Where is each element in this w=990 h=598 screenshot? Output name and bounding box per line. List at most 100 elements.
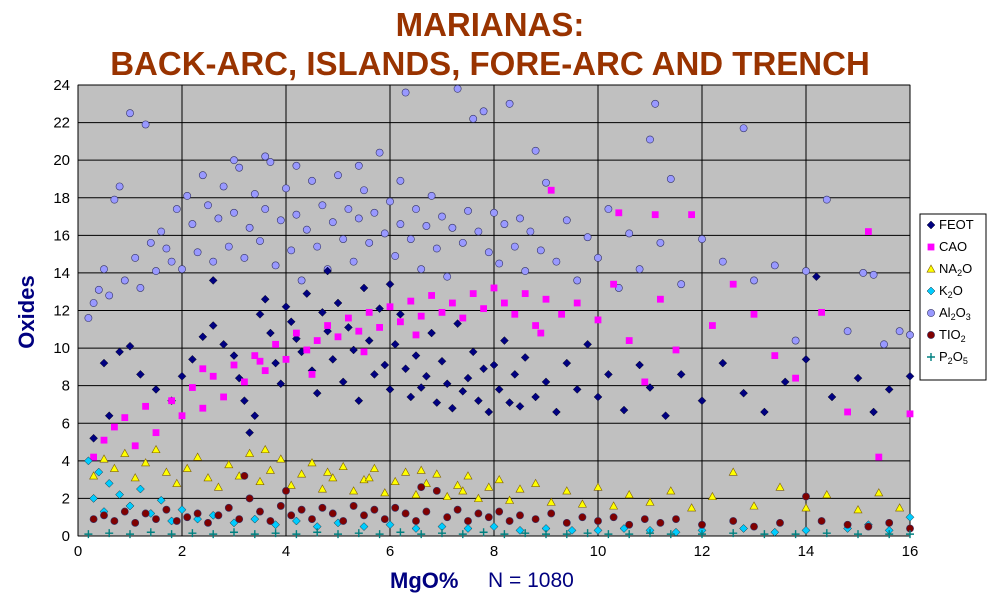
cao-point-3 [121,414,129,422]
feot-point-85 [780,377,790,387]
al2o3-point-121 [396,176,405,185]
feot-point-1 [115,347,124,357]
p2o5-point-17 [438,529,446,538]
tio2-point-33 [432,486,441,495]
na2o-point-43 [546,497,556,506]
cao-point-10 [199,404,207,412]
cao-point-63 [547,186,555,194]
feot-point-55 [458,387,468,396]
na2o-point-61 [260,444,270,454]
na2o-point-17 [265,465,275,474]
al2o3-point-32 [250,190,259,198]
legend-item-al2o3: Al2O3 [927,305,971,322]
cao-point-4 [131,442,139,450]
al2o3-point-104 [718,257,727,266]
tio2-point-58 [843,520,852,529]
cao-point-66 [256,357,264,365]
al2o3-point-56 [375,148,384,157]
cao-point-2 [111,423,118,431]
legend-item-feot: FEOT [926,217,974,232]
k2o-point-39 [89,494,98,503]
al2o3-point-82 [510,242,519,251]
chart-title-line-2: BACK-ARC, ISLANDS, FORE-ARC AND TRENCH [110,45,870,82]
cao-point-35 [459,314,467,322]
na2o-point-7 [161,467,171,476]
na2o-point-36 [463,471,473,480]
al2o3-point-24 [209,257,218,266]
na2o-point-22 [317,484,327,493]
cao-point-60 [865,228,872,235]
tio2-point-10 [193,509,202,518]
feot-point-67 [520,353,530,362]
feot-point-90 [869,407,878,417]
x-tick-label-8: 16 [902,543,919,560]
al2o3-point-97 [635,265,644,274]
feot-point-44 [401,364,410,374]
feot-point-57 [468,347,478,357]
cao-point-52 [688,211,695,219]
feot-point-88 [827,392,837,402]
cao-point-34 [449,299,456,307]
na2o-point-47 [609,501,619,510]
na2o-point-20 [297,469,307,478]
feot-point-9 [208,321,218,330]
legend-marker-cao [927,243,935,251]
al2o3-point-112 [859,269,868,277]
na2o-point-4 [130,473,140,482]
feot-point-83 [739,388,748,398]
al2o3-point-65 [422,222,431,230]
y-tick-label-5: 10 [53,340,70,357]
al2o3-point-116 [906,331,914,339]
tio2-point-34 [443,513,452,522]
al2o3-point-77 [484,248,493,257]
cao-point-41 [521,290,529,297]
x-tick-label-1: 2 [178,543,186,560]
tio2-point-43 [547,509,556,518]
tio2-point-57 [817,517,826,525]
cao-point-29 [397,318,404,326]
series-p2o5 [84,528,914,539]
feot-point-51 [437,356,447,366]
al2o3-point-43 [308,176,316,185]
feot-point-92 [905,371,915,381]
p2o5-point-25 [604,530,613,539]
na2o-point-13 [224,459,234,469]
feot-point-72 [572,385,582,394]
y-tick-label-2: 4 [62,453,70,470]
cao-point-31 [417,312,425,320]
al2o3-point-11 [141,120,150,129]
tio2-point-42 [531,515,540,523]
tio2-point-12 [214,511,223,520]
feot-point-89 [853,373,863,383]
tio2-point-5 [141,509,150,518]
na2o-point-52 [707,491,717,501]
feot-point-38 [370,370,379,379]
k2o-point-10 [193,514,202,524]
na2o-point-57 [822,490,832,499]
al2o3-point-17 [172,205,181,213]
k2o-point-20 [411,524,421,533]
feot-point-46 [411,351,421,360]
x-axis-label: MgO% [390,568,458,593]
feot-point-82 [718,358,728,368]
al2o3-point-3 [100,265,108,274]
y-tick-label-10: 20 [53,152,70,169]
cao-point-21 [313,337,321,344]
feot-point-32 [338,377,348,387]
cao-point-26 [365,308,373,316]
feot-point-16 [255,309,265,319]
na2o-point-51 [687,503,697,512]
tio2-point-49 [640,515,649,523]
al2o3-point-113 [869,270,878,279]
feot-point-34 [349,345,358,355]
na2o-point-56 [801,503,811,512]
tio2-point-35 [453,505,462,514]
feot-point-74 [593,392,603,402]
feot-point-95 [208,276,218,285]
al2o3-point-108 [791,336,800,345]
al2o3-point-91 [573,276,582,285]
k2o-point-23 [489,522,499,531]
feot-point-47 [416,383,426,392]
k2o-point-0 [84,456,93,466]
